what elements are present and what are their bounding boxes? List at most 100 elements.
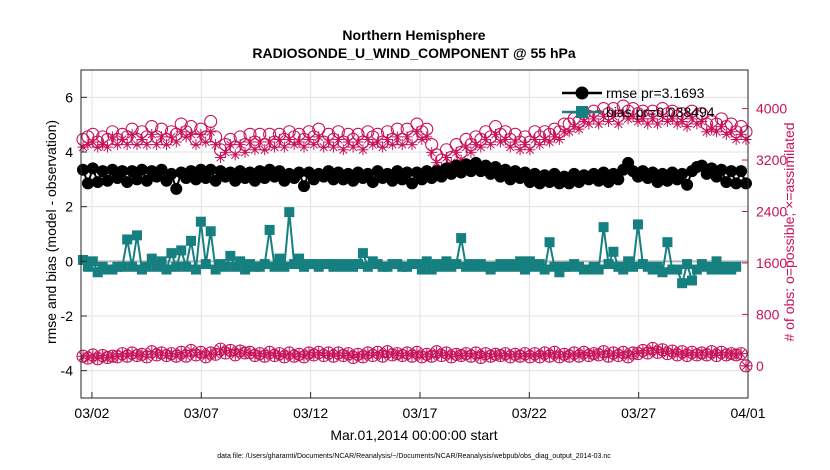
obs-assimilated-marker <box>706 123 718 135</box>
obs-possible-low-marker <box>356 350 370 364</box>
obs-assimilated-marker <box>490 128 502 140</box>
obs-possible-low-marker <box>199 350 213 364</box>
legend-bias-marker <box>576 106 588 118</box>
obs-assimilated-marker <box>386 139 398 151</box>
obs-assimilated-marker <box>524 144 536 156</box>
obs-assimilated-marker <box>391 131 403 143</box>
obs-assimilated-low-marker <box>583 350 595 362</box>
obs-possible-low-marker <box>469 346 483 360</box>
obs-assimilated-marker <box>102 141 114 153</box>
obs-assimilated-low-marker <box>715 346 727 358</box>
obs-assimilated-low-marker <box>539 347 551 359</box>
obs-assimilated-marker <box>97 139 109 151</box>
obs-assimilated-marker <box>666 113 678 125</box>
bias-marker <box>186 235 197 246</box>
obs-assimilated-low-marker <box>573 350 585 362</box>
obs-assimilated-low-marker <box>607 347 619 359</box>
obs-assimilated-low-marker <box>735 348 747 360</box>
bias-marker <box>362 261 373 272</box>
obs-assimilated-low-marker <box>544 350 556 362</box>
rmse-bias-series <box>77 156 752 289</box>
obs-possible-low-marker <box>341 347 355 361</box>
obs-possible-low-marker <box>410 345 424 359</box>
obs-assimilated-low-marker <box>170 350 182 362</box>
obs-assimilated-low-marker <box>234 345 246 357</box>
obs-assimilated-marker <box>632 115 644 127</box>
obs-assimilated-low-marker <box>205 347 217 359</box>
obs-assimilated-low-marker <box>657 344 669 356</box>
obs-assimilated-low-marker <box>160 350 172 362</box>
obs-assimilated-low-marker <box>313 346 325 358</box>
obs-assimilated-marker <box>224 139 236 151</box>
obs-assimilated-low-marker <box>254 348 266 360</box>
right-y-axis-label: # of obs: o=possible; ×=assimilated <box>781 122 797 341</box>
y-tick-label: -4 <box>61 363 74 379</box>
obs-assimilated-marker <box>519 139 531 151</box>
rmse-marker <box>715 163 728 176</box>
obs-assimilated-low-marker <box>200 351 212 363</box>
bias-marker <box>554 267 565 278</box>
bias-marker <box>441 256 452 267</box>
bias-marker <box>166 248 177 259</box>
bias-marker <box>220 261 231 272</box>
legend: rmse pr=3.1693 bias pr=0.038494 <box>562 85 715 120</box>
obs-assimilated-marker <box>568 121 580 133</box>
obs-assimilated-low-marker <box>269 350 281 362</box>
bias-marker <box>520 264 530 275</box>
rmse-marker <box>131 173 144 186</box>
obs-assimilated-marker <box>450 146 462 158</box>
obs-assimilated-marker <box>136 133 148 145</box>
bias-marker <box>677 278 688 289</box>
obs-assimilated-marker <box>337 144 349 156</box>
obs-assimilated-marker <box>210 139 222 151</box>
obs-assimilated-low-marker <box>622 351 634 363</box>
obs-assimilated-low-marker <box>308 349 320 361</box>
obs-assimilated-low-marker <box>347 351 359 363</box>
obs-assimilated-marker <box>106 131 118 143</box>
obs-assimilated-marker <box>92 141 104 153</box>
obs-assimilated-marker <box>529 133 541 145</box>
bias-marker <box>284 207 295 218</box>
obs-assimilated-low-marker <box>239 347 251 359</box>
plot-frame <box>80 69 749 399</box>
x-tick-label: 03/22 <box>512 405 547 421</box>
obs-assimilated-low-marker <box>367 350 379 362</box>
obs-assimilated-low-marker <box>386 349 398 361</box>
right-y-tick-label: 4000 <box>756 101 787 117</box>
obs-assimilated-marker <box>647 113 659 125</box>
obs-assimilated-low-marker <box>151 349 163 361</box>
bias-marker <box>259 259 270 270</box>
obs-assimilated-marker <box>215 151 227 163</box>
obs-assimilated-low-marker <box>92 353 104 365</box>
rmse-marker <box>401 166 414 179</box>
obs-assimilated-marker <box>219 146 231 158</box>
rmse-marker <box>165 167 178 180</box>
obs-assimilated-low-marker <box>244 346 256 358</box>
rmse-marker <box>101 174 114 187</box>
rmse-marker <box>229 174 242 187</box>
obs-assimilated-low-marker <box>553 351 565 363</box>
bias-marker <box>240 264 251 275</box>
obs-assimilated-low-marker <box>185 344 197 356</box>
obs-assimilated-low-marker <box>126 347 138 359</box>
obs-assimilated-marker <box>87 136 99 148</box>
bias-marker <box>623 256 634 267</box>
right-y-tick-label: 0 <box>756 358 764 374</box>
obs-assimilated-low-marker <box>519 348 531 360</box>
obs-assimilated-marker <box>465 146 477 158</box>
obs-possible-low-marker <box>543 349 557 363</box>
obs-assimilated-low-marker <box>440 347 452 359</box>
obs-assimilated-low-marker <box>352 348 364 360</box>
obs-assimilated-low-marker <box>332 347 344 359</box>
obs-assimilated-low-marker <box>215 343 227 355</box>
obs-assimilated-low-marker <box>652 346 664 358</box>
obs-assimilated-marker <box>111 139 123 151</box>
rmse-marker <box>612 173 625 186</box>
bias-marker <box>210 264 221 275</box>
obs-assimilated-low-marker <box>87 349 99 361</box>
rmse-marker <box>548 167 561 180</box>
obs-assimilated-marker <box>313 131 325 143</box>
obs-assimilated-low-marker <box>121 350 133 362</box>
obs-assimilated-low-marker <box>97 350 109 362</box>
obs-possible-low-marker <box>616 345 630 359</box>
